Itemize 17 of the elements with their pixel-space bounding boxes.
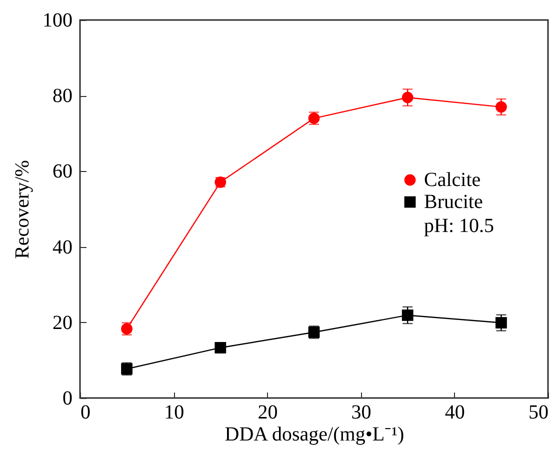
annotation: pH: 10.5 (424, 215, 494, 237)
y-tick-label: 0 (62, 388, 72, 410)
y-tick-label: 60 (52, 160, 72, 183)
x-tick-label: 0 (80, 402, 90, 424)
legend-label: Brucite (424, 191, 483, 213)
legend-label: Calcite (424, 169, 481, 191)
x-tick-label: 40 (444, 402, 465, 424)
x-tick-label: 30 (351, 402, 372, 424)
x-tick-label: 20 (258, 402, 278, 424)
y-tick-label: 100 (42, 10, 72, 32)
x-tick-label: 10 (164, 402, 184, 424)
y-tick-label: 80 (52, 85, 72, 108)
y-tick-label: 20 (52, 312, 72, 334)
y-tick-label: 40 (52, 236, 72, 258)
y-axis-title: Recovery/% (12, 160, 34, 259)
x-axis-title: DDA dosage/(mg•L⁻¹) (224, 424, 404, 446)
x-tick-label: 50 (528, 402, 548, 424)
